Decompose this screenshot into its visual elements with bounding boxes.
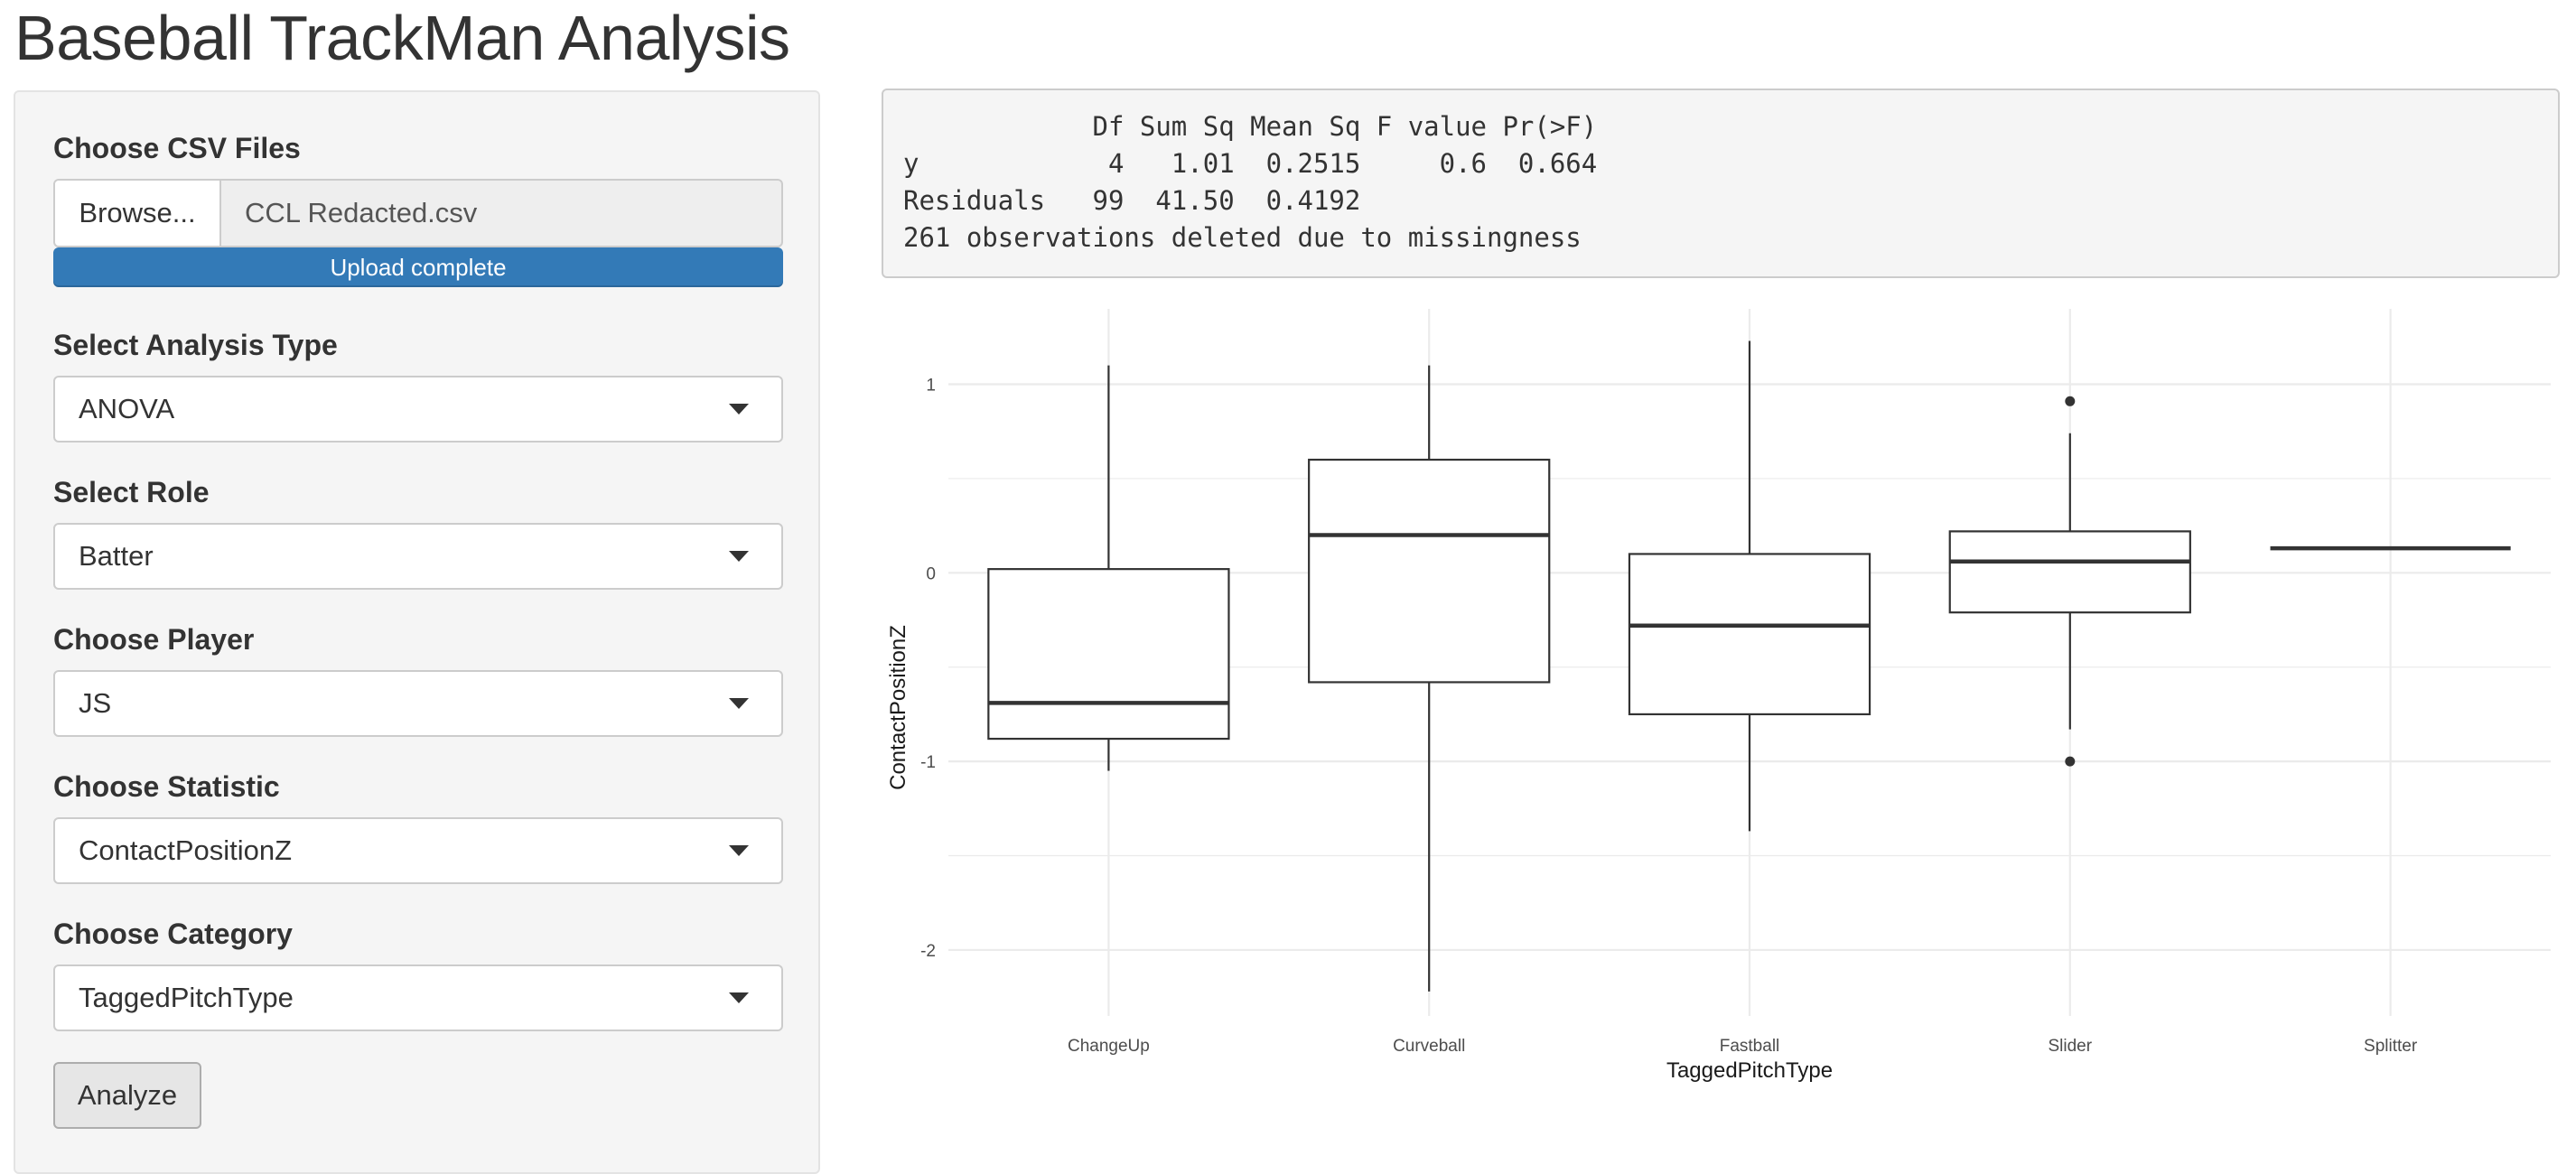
output-line: y 4 1.01 0.2515 0.6 0.664 — [903, 148, 1598, 179]
player-label: Choose Player — [53, 623, 255, 656]
file-name-field: CCL Redacted.csv — [245, 197, 478, 228]
anova-output-text: Df Sum Sq Mean Sq F value Pr(>F) y 4 1.01… — [903, 108, 2558, 256]
category-value: TaggedPitchType — [79, 982, 294, 1013]
role-select[interactable]: Batter — [53, 523, 783, 590]
x-axis-title: TaggedPitchType — [1666, 1058, 1833, 1083]
category-label: Choose Category — [53, 918, 293, 950]
upload-progress-bar: Upload complete — [53, 247, 783, 287]
statistic-select[interactable]: ContactPositionZ — [53, 817, 783, 884]
box-body — [1308, 458, 1551, 684]
box-body — [1628, 553, 1871, 716]
y-tick-label: 0 — [926, 564, 936, 583]
outlier-point — [2065, 396, 2076, 406]
box-body — [987, 568, 1230, 741]
output-line: Residuals 99 41.50 0.4192 — [903, 185, 1361, 216]
x-tick-label: Fastball — [1720, 1037, 1780, 1056]
caret-down-icon — [729, 404, 749, 415]
output-line: 261 observations deleted due to missingn… — [903, 222, 1582, 253]
box-body — [1948, 530, 2191, 614]
y-tick-label: -2 — [920, 942, 936, 961]
sidebar-panel: Choose CSV Files Browse... CCL Redacted.… — [14, 90, 820, 1174]
y-tick-label: 1 — [926, 377, 936, 396]
caret-down-icon — [729, 992, 749, 1003]
x-tick-label: Splitter — [2364, 1037, 2418, 1056]
analyze-button[interactable]: Analyze — [53, 1062, 201, 1129]
output-line: Df Sum Sq Mean Sq F value Pr(>F) — [903, 111, 1598, 142]
role-label: Select Role — [53, 476, 210, 508]
caret-down-icon — [729, 551, 749, 562]
role-value: Batter — [79, 540, 154, 572]
player-value: JS — [79, 687, 112, 719]
page-title: Baseball TrackMan Analysis — [14, 3, 790, 73]
x-tick-label: ChangeUp — [1068, 1037, 1150, 1056]
caret-down-icon — [729, 698, 749, 709]
file-input-label: Choose CSV Files — [53, 132, 301, 164]
anova-output: Df Sum Sq Mean Sq F value Pr(>F) y 4 1.01… — [882, 89, 2560, 278]
category-select[interactable]: TaggedPitchType — [53, 964, 783, 1031]
caret-down-icon — [729, 845, 749, 856]
analysis-type-label: Select Analysis Type — [53, 329, 338, 361]
y-axis-title: ContactPositionZ — [886, 625, 910, 790]
y-tick-label: -1 — [920, 753, 936, 772]
statistic-label: Choose Statistic — [53, 770, 280, 803]
player-select[interactable]: JS — [53, 670, 783, 737]
x-tick-label: Slider — [2049, 1037, 2093, 1056]
statistic-value: ContactPositionZ — [79, 834, 293, 866]
file-input[interactable]: Browse... CCL Redacted.csv — [53, 179, 783, 247]
analysis-type-value: ANOVA — [79, 393, 175, 424]
boxplot-chart: -2 -1 0 1 ChangeUp Curveball Fastball Slider Spl… — [886, 309, 2551, 1083]
browse-button[interactable]: Browse... — [55, 181, 221, 246]
outlier-point — [2065, 756, 2076, 767]
analysis-type-select[interactable]: ANOVA — [53, 376, 783, 443]
x-tick-label: Curveball — [1393, 1037, 1465, 1056]
